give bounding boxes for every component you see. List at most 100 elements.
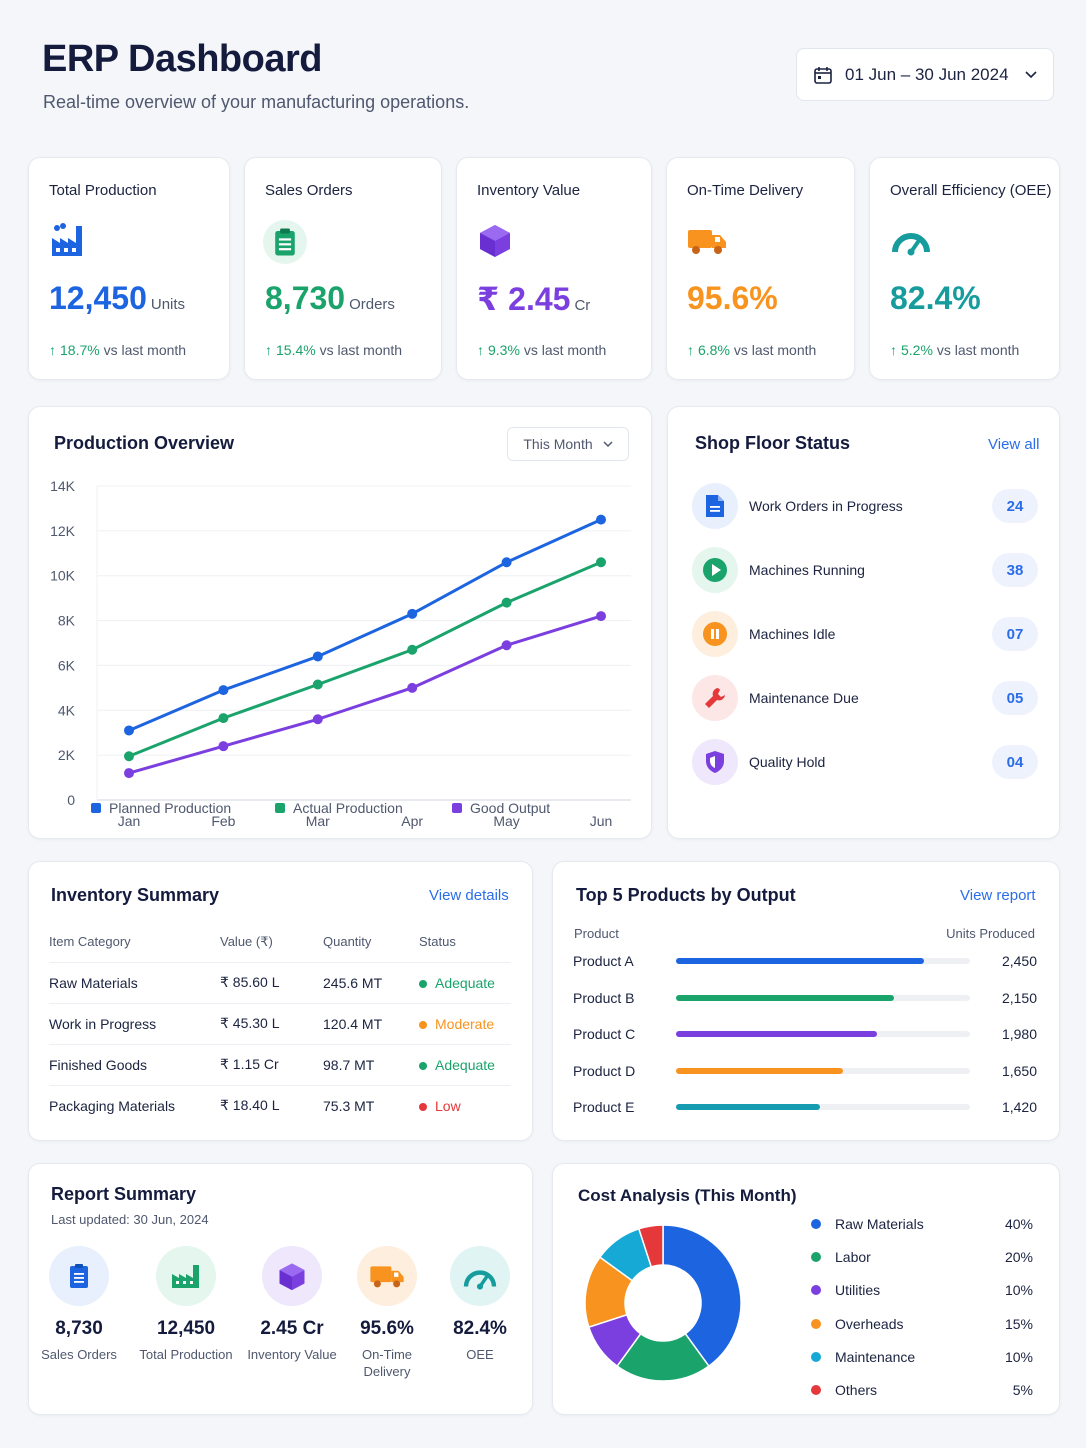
kpi-card-sales-orders[interactable]: Sales Orders 8,730 Orders ↑ 15.4% vs last … — [244, 157, 442, 380]
inventory-summary-card: Inventory Summary View details Item Cate… — [28, 861, 533, 1141]
report-item[interactable]: 12,450 Total Production — [136, 1246, 236, 1363]
view-details-link[interactable]: View details — [429, 887, 509, 904]
quantity-cell: 120.4 MT — [323, 1003, 419, 1045]
play-icon — [692, 547, 738, 593]
data-point[interactable] — [218, 741, 229, 752]
data-point[interactable] — [407, 608, 418, 619]
shop-floor-item[interactable]: Machines Idle 07 — [692, 610, 1038, 658]
data-point[interactable] — [218, 713, 229, 724]
legend-dot — [811, 1252, 821, 1263]
donut-slice[interactable] — [637, 1224, 664, 1268]
table-row[interactable]: Finished Goods ₹ 1.15 Cr 98.7 MT Adequat… — [49, 1044, 511, 1086]
value-cell: ₹ 45.30 L — [220, 1003, 323, 1045]
data-point[interactable] — [124, 725, 134, 736]
data-point[interactable] — [312, 714, 323, 725]
data-point[interactable] — [596, 514, 606, 525]
arrow-up-icon: ↑ — [890, 342, 897, 358]
units-value: 1,650 — [1001, 1062, 1037, 1079]
category-cell: Raw Materials — [49, 962, 220, 1004]
status-cell: Adequate — [419, 1044, 511, 1086]
table-row[interactable]: Packaging Materials ₹ 18.40 L 75.3 MT Lo… — [49, 1085, 511, 1126]
shop-floor-label: Machines Idle — [749, 626, 836, 642]
count-badge: 38 — [992, 553, 1038, 587]
document-icon — [692, 483, 738, 529]
shop-floor-item[interactable]: Work Orders in Progress 24 — [692, 482, 1038, 530]
count-badge: 05 — [992, 681, 1038, 715]
report-item[interactable]: 8,730 Sales Orders — [29, 1246, 129, 1363]
data-point[interactable] — [501, 640, 512, 651]
count-badge: 24 — [992, 489, 1038, 523]
card-title: Report Summary — [51, 1184, 197, 1204]
data-point[interactable] — [501, 557, 512, 568]
kpi-card-inventory-value[interactable]: Inventory Value ₹ 2.45 Cr ↑ 9.3% vs last m… — [456, 157, 652, 380]
shop-floor-item[interactable]: Quality Hold 04 — [692, 738, 1038, 786]
table-row[interactable]: Raw Materials ₹ 85.60 L 245.6 MT Adequat… — [49, 962, 511, 1004]
quantity-cell: 245.6 MT — [323, 962, 419, 1004]
data-point[interactable] — [124, 768, 134, 779]
donut-slice[interactable] — [662, 1224, 742, 1368]
product-name: Product C — [573, 1026, 636, 1043]
report-item[interactable]: 82.4% OEE — [430, 1246, 530, 1363]
report-item[interactable]: 2.45 Cr Inventory Value — [242, 1246, 342, 1363]
data-point[interactable] — [124, 751, 134, 762]
data-point[interactable] — [312, 679, 323, 690]
series-line — [128, 614, 602, 775]
shop-floor-item[interactable]: Machines Running 38 — [692, 546, 1038, 594]
y-tick-label: 4K — [58, 702, 76, 718]
report-item[interactable]: 95.6% On-Time Delivery — [337, 1246, 437, 1380]
bar-track — [676, 1104, 970, 1111]
kpi-card-on-time-delivery[interactable]: On-Time Delivery 95.6% ↑ 6.8% vs last mon… — [666, 157, 855, 380]
page-subtitle: Real-time overview of your manufacturing… — [43, 92, 470, 112]
legend-label: Overheads — [835, 1315, 904, 1332]
legend-label: Actual Production — [293, 800, 403, 816]
product-row[interactable]: Product C 1,980 — [573, 1024, 1037, 1044]
report-value: 82.4% — [453, 1318, 507, 1339]
data-point[interactable] — [407, 644, 418, 655]
series-line — [128, 518, 602, 732]
card-title: Cost Analysis (This Month) — [578, 1186, 797, 1205]
bar-track — [676, 958, 970, 964]
report-label: Sales Orders — [41, 1347, 117, 1362]
legend-percent: 10% — [1004, 1282, 1033, 1299]
data-point[interactable] — [596, 611, 606, 622]
legend-dot — [811, 1318, 821, 1329]
cost-legend-item: Labor 20% — [811, 1247, 1033, 1267]
legend-label: Maintenance — [835, 1348, 916, 1365]
category-cell: Finished Goods — [49, 1044, 220, 1086]
kpi-change: ↑ 5.2% vs last month — [890, 342, 1020, 358]
count-badge: 07 — [992, 617, 1038, 651]
data-point[interactable] — [312, 651, 323, 662]
date-range-picker[interactable]: 01 Jun – 30 Jun 2024 — [796, 48, 1054, 101]
status-dot — [419, 1020, 427, 1029]
kpi-change: ↑ 6.8% vs last month — [687, 342, 817, 358]
shop-floor-label: Machines Running — [749, 562, 865, 578]
card-title: Inventory Summary — [51, 885, 220, 905]
data-point[interactable] — [218, 685, 229, 696]
bar-track — [676, 1067, 970, 1074]
cube-icon — [480, 225, 510, 257]
x-tick-label: Mar — [306, 813, 330, 829]
product-row[interactable]: Product A 2,450 — [573, 951, 1037, 971]
gauge-icon — [450, 1246, 510, 1306]
report-label: OEE — [466, 1347, 494, 1362]
table-row[interactable]: Work in Progress ₹ 45.30 L 120.4 MT Mode… — [49, 1003, 511, 1045]
kpi-card-oee[interactable]: Overall Efficiency (OEE) 82.4% ↑ 5.2% vs … — [869, 157, 1060, 380]
period-dropdown[interactable]: This Month — [507, 427, 629, 461]
shop-floor-item[interactable]: Maintenance Due 05 — [692, 674, 1038, 722]
cost-legend-item: Overheads 15% — [811, 1314, 1033, 1334]
product-name: Product E — [573, 1099, 635, 1116]
legend-dot — [811, 1385, 821, 1395]
data-point[interactable] — [501, 597, 512, 608]
data-point[interactable] — [596, 557, 606, 568]
kpi-card-total-production[interactable]: Total Production 12,450 Units ↑ 18.7% vs l… — [28, 157, 230, 380]
legend-label: Planned Production — [109, 800, 231, 816]
page-title: ERP Dashboard — [42, 38, 322, 80]
view-report-link[interactable]: View report — [960, 887, 1036, 904]
units-column-header: Units Produced — [946, 926, 1035, 941]
status-cell: Low — [419, 1085, 511, 1126]
product-row[interactable]: Product B 2,150 — [573, 988, 1037, 1008]
product-row[interactable]: Product E 1,420 — [573, 1097, 1037, 1117]
data-point[interactable] — [407, 682, 418, 693]
view-all-link[interactable]: View all — [988, 436, 1040, 453]
product-row[interactable]: Product D 1,650 — [573, 1061, 1037, 1081]
